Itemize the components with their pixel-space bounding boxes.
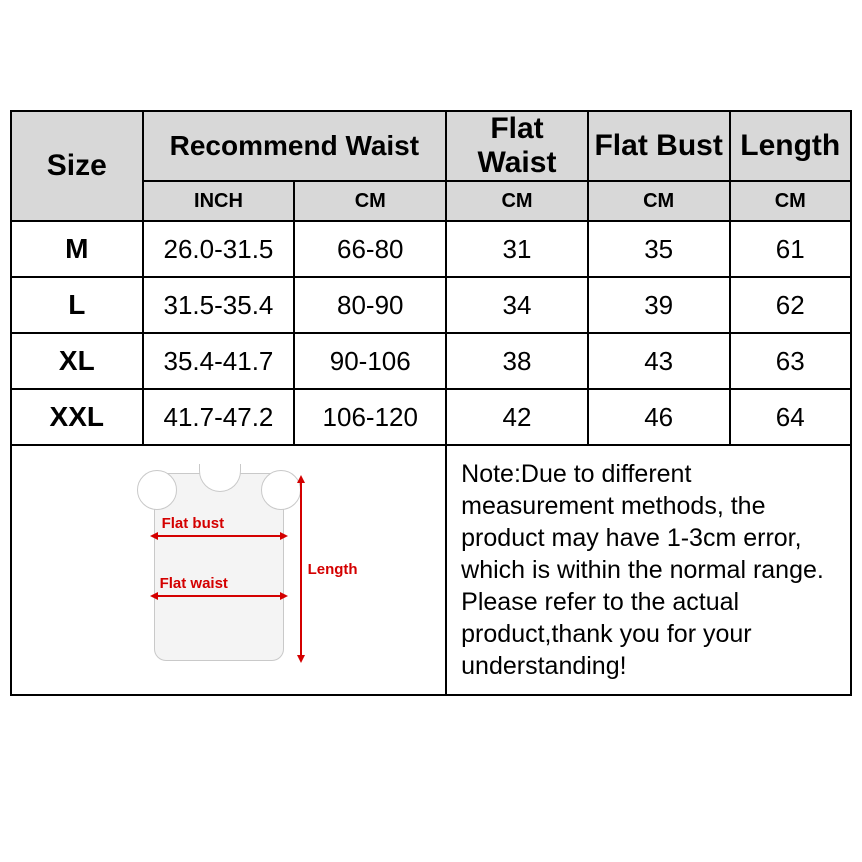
cell-flat-waist: 34 [446, 277, 588, 333]
cell-length: 63 [730, 333, 852, 389]
label-length: Length [308, 561, 358, 578]
length-line-icon [300, 477, 302, 661]
cell-flat-waist: 42 [446, 389, 588, 445]
cell-cm: 90-106 [294, 333, 446, 389]
cell-cm: 80-90 [294, 277, 446, 333]
cell-flat-bust: 46 [588, 389, 730, 445]
col-subheader-cm-rec: CM [294, 181, 446, 221]
cell-length: 62 [730, 277, 852, 333]
cell-size: XXL [11, 389, 143, 445]
measurement-note: Note:Due to different measurement method… [446, 445, 851, 695]
col-subheader-cm-len: CM [730, 181, 852, 221]
size-table: Size Recommend Waist Flat Waist Flat Bus… [10, 110, 852, 696]
cell-flat-bust: 35 [588, 221, 730, 277]
label-flat-waist: Flat waist [160, 575, 228, 592]
garment-icon [154, 473, 284, 661]
col-subheader-cm-fw: CM [446, 181, 588, 221]
bust-line-icon [152, 535, 286, 537]
cell-length: 64 [730, 389, 852, 445]
col-header-recommend-waist: Recommend Waist [143, 111, 447, 181]
cell-size: L [11, 277, 143, 333]
col-subheader-cm-fb: CM [588, 181, 730, 221]
cell-flat-waist: 38 [446, 333, 588, 389]
cell-size: M [11, 221, 143, 277]
col-header-length: Length [730, 111, 852, 181]
table-row: M 26.0-31.5 66-80 31 35 61 [11, 221, 851, 277]
cell-flat-bust: 39 [588, 277, 730, 333]
cell-flat-waist: 31 [446, 221, 588, 277]
cell-inch: 31.5-35.4 [143, 277, 295, 333]
cell-cm: 66-80 [294, 221, 446, 277]
cell-cm: 106-120 [294, 389, 446, 445]
col-subheader-inch: INCH [143, 181, 295, 221]
cell-inch: 26.0-31.5 [143, 221, 295, 277]
measurement-diagram: Flat bust Flat waist Length [11, 445, 446, 695]
col-header-size: Size [11, 111, 143, 221]
cell-flat-bust: 43 [588, 333, 730, 389]
table-row: XXL 41.7-47.2 106-120 42 46 64 [11, 389, 851, 445]
col-header-flat-bust: Flat Bust [588, 111, 730, 181]
col-header-flat-waist: Flat Waist [446, 111, 588, 181]
cell-inch: 41.7-47.2 [143, 389, 295, 445]
label-flat-bust: Flat bust [162, 515, 225, 532]
table-row: L 31.5-35.4 80-90 34 39 62 [11, 277, 851, 333]
waist-line-icon [152, 595, 286, 597]
cell-size: XL [11, 333, 143, 389]
cell-inch: 35.4-41.7 [143, 333, 295, 389]
cell-length: 61 [730, 221, 852, 277]
size-chart: Size Recommend Waist Flat Waist Flat Bus… [0, 110, 862, 752]
table-row: XL 35.4-41.7 90-106 38 43 63 [11, 333, 851, 389]
